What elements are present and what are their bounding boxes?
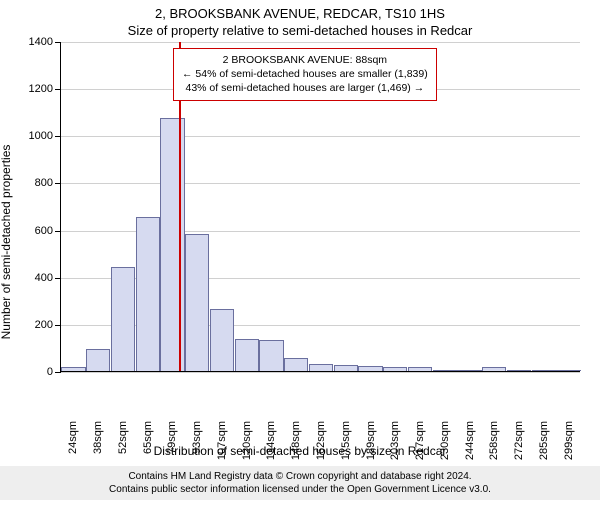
x-tick-label: 203sqm xyxy=(389,421,401,460)
histogram-bar xyxy=(433,370,457,371)
gridline xyxy=(61,42,580,43)
histogram-bar xyxy=(86,349,110,371)
x-tick-label: 93sqm xyxy=(191,421,203,454)
gridline xyxy=(61,183,580,184)
chart-area: Number of semi-detached properties 02004… xyxy=(0,42,600,442)
x-tick-label: 120sqm xyxy=(241,421,253,460)
chart-title: 2, BROOKSBANK AVENUE, REDCAR, TS10 1HS xyxy=(0,6,600,21)
x-tick-label: 79sqm xyxy=(166,421,178,454)
x-tick-label: 162sqm xyxy=(315,421,327,460)
histogram-bar xyxy=(482,367,506,371)
histogram-bar xyxy=(259,340,283,371)
x-tick-label: 107sqm xyxy=(216,421,228,460)
y-axis-label: Number of semi-detached properties xyxy=(0,145,13,340)
annotation-line: ← 54% of semi-detached houses are smalle… xyxy=(182,67,428,81)
y-tick-label: 1400 xyxy=(29,36,61,48)
x-tick-label: 258sqm xyxy=(488,421,500,460)
y-tick-label: 1200 xyxy=(29,83,61,95)
gridline xyxy=(61,372,580,373)
x-tick-label: 189sqm xyxy=(365,421,377,460)
chart-titles: 2, BROOKSBANK AVENUE, REDCAR, TS10 1HS S… xyxy=(0,6,600,38)
histogram-bar xyxy=(358,366,382,371)
x-tick-label: 65sqm xyxy=(142,421,154,454)
histogram-bar xyxy=(284,358,308,371)
histogram-bar xyxy=(61,367,85,371)
plot-region: 020040060080010001200140024sqm38sqm52sqm… xyxy=(60,42,580,372)
x-tick-label: 24sqm xyxy=(67,421,79,454)
x-tick-label: 217sqm xyxy=(414,421,426,460)
y-tick-label: 200 xyxy=(35,319,61,331)
x-tick-label: 285sqm xyxy=(538,421,550,460)
y-tick-label: 600 xyxy=(35,225,61,237)
histogram-bar xyxy=(210,309,234,371)
x-tick-label: 272sqm xyxy=(513,421,525,460)
y-tick-label: 1000 xyxy=(29,130,61,142)
annotation-box: 2 BROOKSBANK AVENUE: 88sqm← 54% of semi-… xyxy=(173,48,437,101)
footer-line-2: Contains public sector information licen… xyxy=(0,483,600,496)
x-tick-label: 175sqm xyxy=(340,421,352,460)
annotation-line: 2 BROOKSBANK AVENUE: 88sqm xyxy=(182,53,428,67)
histogram-bar xyxy=(457,370,481,371)
histogram-bar xyxy=(408,367,432,371)
histogram-bar xyxy=(383,367,407,371)
footer: Contains HM Land Registry data © Crown c… xyxy=(0,466,600,500)
x-tick-label: 299sqm xyxy=(563,421,575,460)
histogram-bar xyxy=(111,267,135,371)
histogram-bar xyxy=(235,339,259,371)
y-tick-label: 400 xyxy=(35,272,61,284)
histogram-bar xyxy=(334,365,358,371)
x-tick-label: 230sqm xyxy=(439,421,451,460)
x-tick-label: 52sqm xyxy=(117,421,129,454)
histogram-bar xyxy=(136,217,160,371)
footer-line-1: Contains HM Land Registry data © Crown c… xyxy=(0,470,600,483)
x-tick-label: 244sqm xyxy=(464,421,476,460)
x-tick-label: 134sqm xyxy=(265,421,277,460)
gridline xyxy=(61,136,580,137)
histogram-bar xyxy=(532,370,556,371)
histogram-bar xyxy=(507,370,531,371)
x-tick-label: 38sqm xyxy=(92,421,104,454)
annotation-line: 43% of semi-detached houses are larger (… xyxy=(182,81,428,95)
y-tick-label: 0 xyxy=(47,366,61,378)
histogram-bar xyxy=(556,370,580,371)
chart-subtitle: Size of property relative to semi-detach… xyxy=(0,23,600,38)
histogram-bar xyxy=(309,364,333,371)
histogram-bar xyxy=(185,234,209,371)
x-tick-label: 148sqm xyxy=(290,421,302,460)
y-tick-label: 800 xyxy=(35,177,61,189)
